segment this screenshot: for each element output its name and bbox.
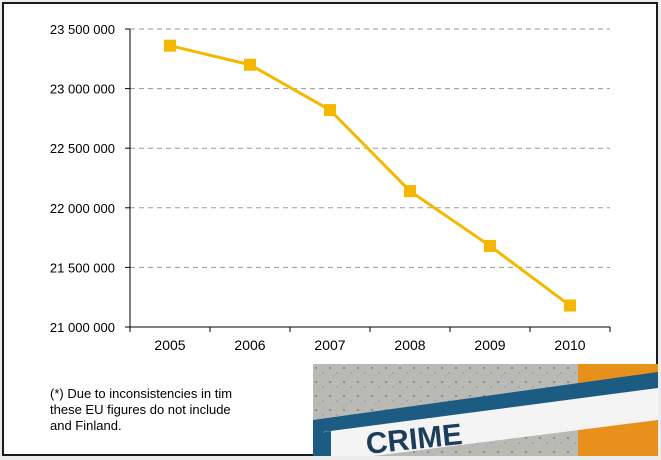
footnote-line-1: (*) Due to inconsistencies in tim bbox=[50, 386, 233, 401]
data-point-marker bbox=[164, 39, 176, 52]
x-tick-label: 2008 bbox=[394, 337, 425, 353]
y-tick-label: 21 500 000 bbox=[50, 260, 115, 275]
data-point-marker bbox=[404, 185, 416, 198]
x-tick-label: 2006 bbox=[234, 337, 265, 353]
x-tick-label: 2007 bbox=[314, 337, 345, 353]
y-tick-label: 23 500 000 bbox=[50, 22, 115, 37]
footnote: (*) Due to inconsistencies in tim these … bbox=[50, 386, 350, 434]
data-point-marker bbox=[244, 58, 256, 71]
y-tick-label: 23 000 000 bbox=[50, 82, 115, 97]
footnote-line-2: these EU figures do not include bbox=[50, 402, 231, 417]
x-tick-label: 2005 bbox=[154, 337, 185, 353]
data-point-marker bbox=[564, 299, 576, 312]
line-chart: 21 000 000 21 500 000 22 000 000 22 500 000… bbox=[50, 22, 611, 353]
footnote-line-3: and Finland. bbox=[50, 418, 122, 433]
data-point-marker bbox=[484, 239, 496, 252]
x-tick-label: 2009 bbox=[474, 337, 505, 353]
y-tick-label: 22 500 000 bbox=[50, 141, 115, 156]
crime-tape-image: CRIME bbox=[313, 364, 658, 456]
data-point-marker bbox=[324, 104, 336, 117]
x-tick-label: 2010 bbox=[554, 337, 585, 353]
series-line bbox=[169, 44, 571, 307]
y-tick-label: 22 000 000 bbox=[50, 201, 115, 216]
y-tick-label: 21 000 000 bbox=[50, 320, 115, 335]
